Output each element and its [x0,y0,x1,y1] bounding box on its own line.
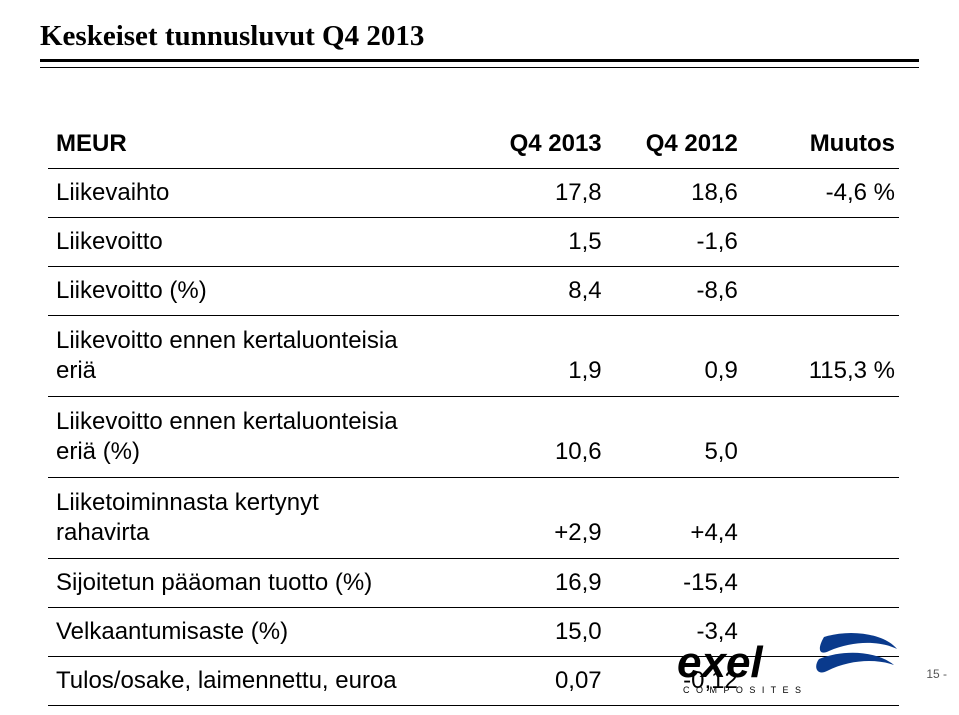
cell-col-b: +4,4 [610,478,746,559]
cell-col-b: -8,6 [610,267,746,316]
th-col-b: Q4 2012 [610,124,746,169]
cell-col-c [746,559,899,608]
cell-label: Liiketoiminnasta kertynyt rahavirta [48,478,474,559]
cell-col-b: 18,6 [610,169,746,218]
cell-col-c: -4,6 % [746,169,899,218]
table-header-row: MEUR Q4 2013 Q4 2012 Muutos [48,124,899,169]
cell-col-a: 1,9 [474,316,610,397]
cell-col-c [746,478,899,559]
cell-col-b: -3,4 [610,608,746,657]
cell-col-a: 0,07 [474,657,610,706]
cell-col-c [746,267,899,316]
table-row: Liikevaihto17,818,6-4,6 % [48,169,899,218]
table-row: Liikevoitto (%)8,4-8,6 [48,267,899,316]
cell-col-a: 8,4 [474,267,610,316]
cell-label: Velkaantumisaste (%) [48,608,474,657]
cell-col-c [746,218,899,267]
th-label: MEUR [48,124,474,169]
cell-col-b: 0,9 [610,316,746,397]
cell-col-a: +2,9 [474,478,610,559]
cell-label: Tulos/osake, laimennettu, euroa [48,657,474,706]
cell-col-a: 17,8 [474,169,610,218]
page-title: Keskeiset tunnusluvut Q4 2013 [40,20,919,53]
table-row: Velkaantumisaste (%)15,0-3,4 [48,608,899,657]
table-row: Tulos/osake, laimennettu, euroa0,07-0,12 [48,657,899,706]
table-row: Liikevoitto1,5-1,6 [48,218,899,267]
title-rule-thick [40,59,919,62]
cell-label: Liikevoitto (%) [48,267,474,316]
th-col-a: Q4 2013 [474,124,610,169]
cell-label: Liikevoitto [48,218,474,267]
content-area: MEUR Q4 2013 Q4 2012 Muutos Liikevaihto1… [40,124,919,706]
metrics-table: MEUR Q4 2013 Q4 2012 Muutos Liikevaihto1… [48,124,899,706]
cell-label: Liikevoitto ennen kertaluonteisia eriä [48,316,474,397]
cell-col-c: 115,3 % [746,316,899,397]
cell-label: Liikevaihto [48,169,474,218]
slide-root: Keskeiset tunnusluvut Q4 2013 MEUR Q4 20… [0,0,959,715]
cell-col-c [746,657,899,706]
cell-col-b: -15,4 [610,559,746,608]
table-row: Liikevoitto ennen kertaluonteisia eriä (… [48,397,899,478]
table-row: Liiketoiminnasta kertynyt rahavirta+2,9+… [48,478,899,559]
cell-col-a: 1,5 [474,218,610,267]
cell-col-b: -0,12 [610,657,746,706]
cell-col-c [746,608,899,657]
slide-number: 15 - [926,667,947,681]
cell-col-a: 15,0 [474,608,610,657]
cell-col-a: 16,9 [474,559,610,608]
th-col-c: Muutos [746,124,899,169]
cell-col-a: 10,6 [474,397,610,478]
table-row: Sijoitetun pääoman tuotto (%)16,9-15,4 [48,559,899,608]
title-rule-thin [40,67,919,68]
cell-col-c [746,397,899,478]
table-row: Liikevoitto ennen kertaluonteisia eriä1,… [48,316,899,397]
cell-label: Sijoitetun pääoman tuotto (%) [48,559,474,608]
cell-col-b: -1,6 [610,218,746,267]
cell-col-b: 5,0 [610,397,746,478]
cell-label: Liikevoitto ennen kertaluonteisia eriä (… [48,397,474,478]
